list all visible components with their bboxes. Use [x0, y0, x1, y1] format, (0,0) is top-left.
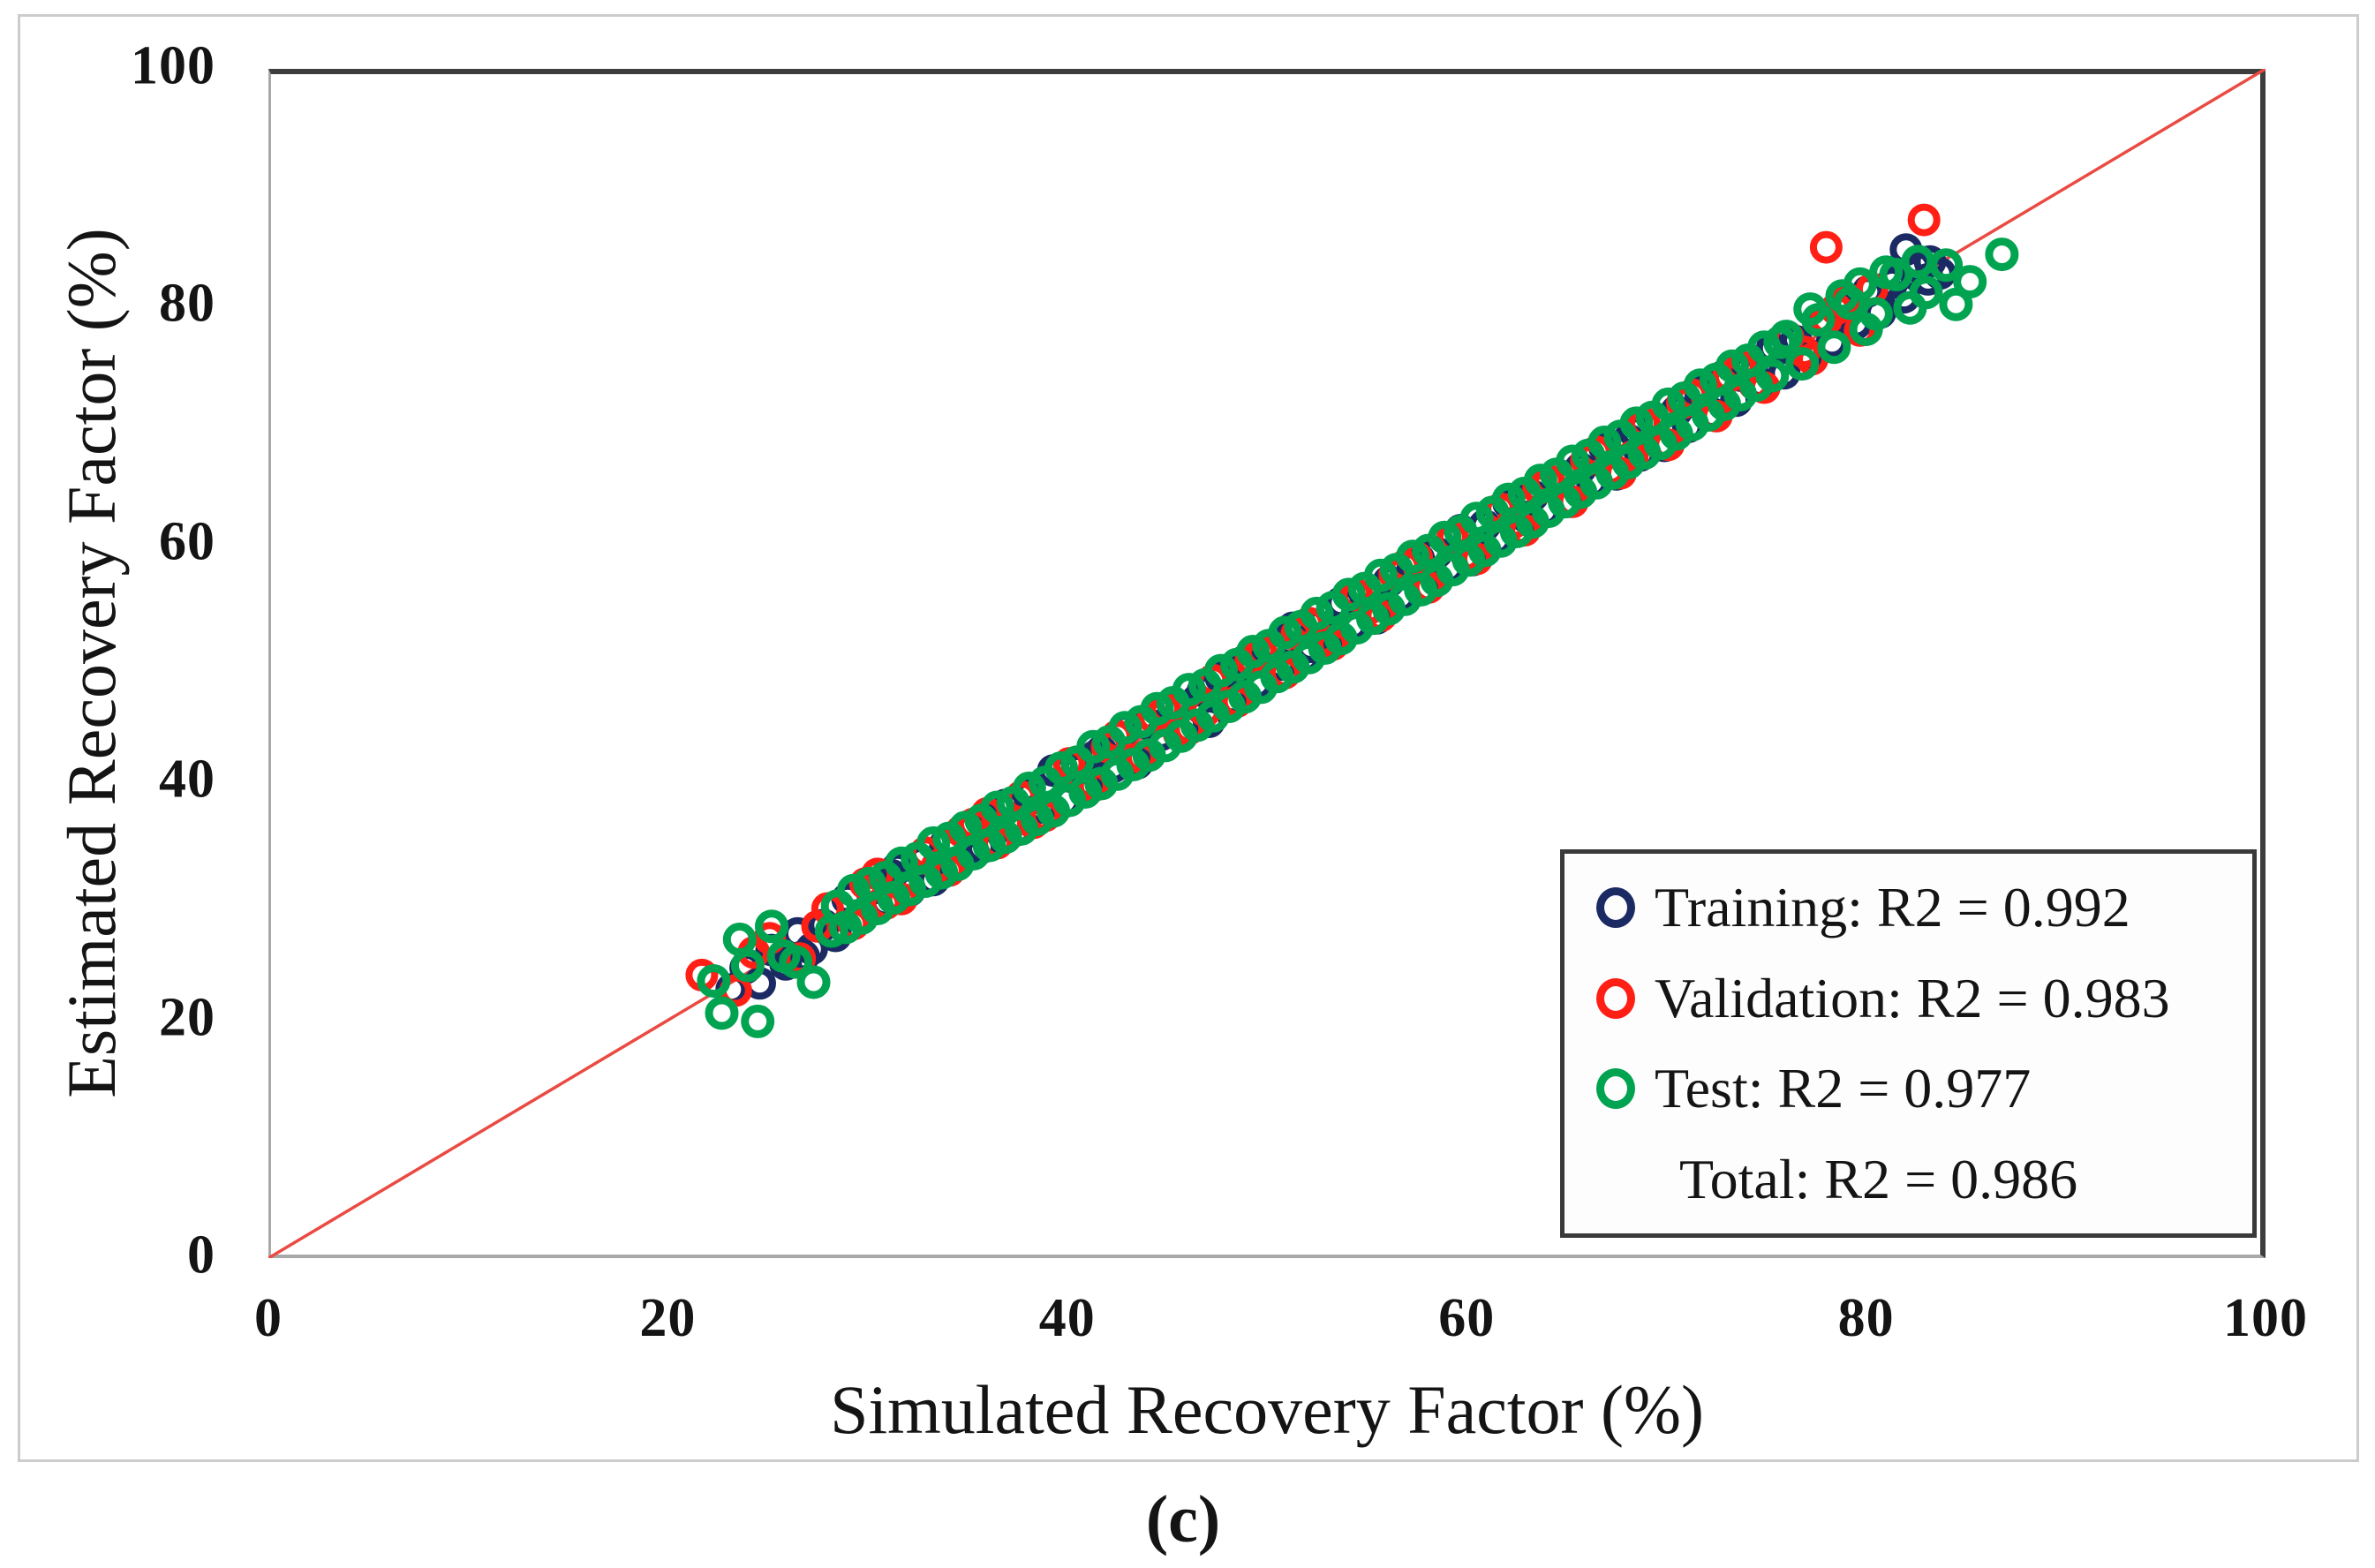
x-tick-label: 60: [1438, 1288, 1496, 1348]
scatter-point: [1859, 297, 1893, 331]
series-test: [697, 237, 2019, 1038]
figure-caption: (c): [1145, 1482, 1221, 1557]
scatter-plot-canvas: [268, 69, 2266, 1258]
plot-area: [268, 69, 2266, 1258]
y-tick-label: 20: [159, 987, 215, 1048]
scatter-point: [1985, 237, 2019, 272]
x-tick-label: 0: [254, 1288, 283, 1348]
y-tick-label: 0: [187, 1225, 215, 1285]
x-tick-label: 100: [2223, 1288, 2308, 1348]
legend-label: Test: R2 = 0.977: [1655, 1057, 2032, 1120]
legend-label: Total: R2 = 0.986: [1679, 1147, 2078, 1210]
scatter-point: [1939, 287, 1973, 321]
scatter-point: [1523, 464, 1557, 498]
scatter-point: [1108, 711, 1142, 745]
x-axis-title: Simulated Recovery Factor (%): [830, 1371, 1704, 1448]
scatter-point: [1012, 771, 1046, 805]
scatter-point: [916, 825, 951, 860]
scatter-point: [730, 948, 765, 983]
x-tick-label: 40: [1038, 1288, 1096, 1348]
scatter-point: [1204, 653, 1238, 688]
scatter-point: [1459, 501, 1494, 536]
x-tick-label: 20: [639, 1288, 697, 1348]
legend-item: Test: R2 = 0.977: [1596, 1046, 2252, 1131]
scatter-point: [1396, 539, 1430, 574]
legend-marker-icon: [1596, 977, 1635, 1019]
scatter-point: [1300, 596, 1334, 630]
scatter-point: [697, 964, 731, 999]
scatter-point: [1817, 330, 1851, 365]
scatter-point: [1755, 358, 1790, 393]
legend-marker-icon: [1596, 887, 1635, 929]
y-tick-label: 40: [159, 749, 215, 810]
scatter-point: [1556, 444, 1590, 479]
scatter-point: [741, 1004, 775, 1038]
scatter-point: [1785, 347, 1820, 381]
legend-label: Validation: R2 = 0.983: [1655, 966, 2170, 1029]
scatter-point: [1715, 349, 1749, 383]
scatter-point: [1793, 292, 1828, 327]
legend-item: Total: R2 = 0.986: [1596, 1137, 2252, 1222]
scatter-point: [796, 965, 831, 999]
scatter-point: [1683, 368, 1717, 403]
legend-label: Training: R2 = 0.992: [1655, 876, 2130, 939]
legend-marker-icon: [1596, 1068, 1635, 1110]
scatter-point: [766, 939, 801, 973]
scatter-point: [705, 996, 739, 1030]
scatter-point: [1809, 230, 1843, 264]
scatter-point: [1363, 558, 1398, 592]
scatter-point: [1236, 635, 1270, 668]
legend-item: Training: R2 = 0.992: [1596, 865, 2252, 950]
scatter-point: [1428, 520, 1462, 554]
scatter-point: [755, 909, 788, 944]
scatter-point: [1044, 751, 1078, 785]
scatter-point: [1763, 325, 1798, 359]
scatter-point: [1076, 729, 1111, 764]
scatter-point: [1331, 577, 1366, 612]
y-tick-label: 100: [131, 35, 215, 96]
scatter-point: [1909, 275, 1943, 310]
y-tick-label: 80: [159, 274, 215, 335]
y-axis-title: Estimated Recovery Factor (%): [53, 228, 130, 1098]
scatter-point: [1953, 265, 1987, 299]
scatter-point: [1587, 426, 1622, 459]
scatter-point: [1491, 482, 1526, 516]
legend: Training: R2 = 0.992 Validation: R2 = 0.9…: [1560, 849, 2257, 1238]
scatter-point: [722, 923, 757, 956]
scatter-point: [1619, 406, 1654, 441]
scatter-point: [1268, 615, 1302, 650]
x-tick-label: 80: [1837, 1288, 1895, 1348]
scatter-point: [1651, 387, 1685, 421]
scatter-point: [1901, 245, 1935, 279]
scatter-point: [1140, 691, 1174, 726]
scatter-point: [1172, 673, 1206, 707]
legend-item: Validation: R2 = 0.983: [1596, 956, 2252, 1041]
scatter-point: [980, 790, 1014, 825]
y-tick-label: 60: [159, 511, 215, 572]
scatter-point: [1825, 279, 1859, 313]
scatter-point: [1907, 203, 1941, 237]
scatter-point: [1913, 245, 1947, 278]
